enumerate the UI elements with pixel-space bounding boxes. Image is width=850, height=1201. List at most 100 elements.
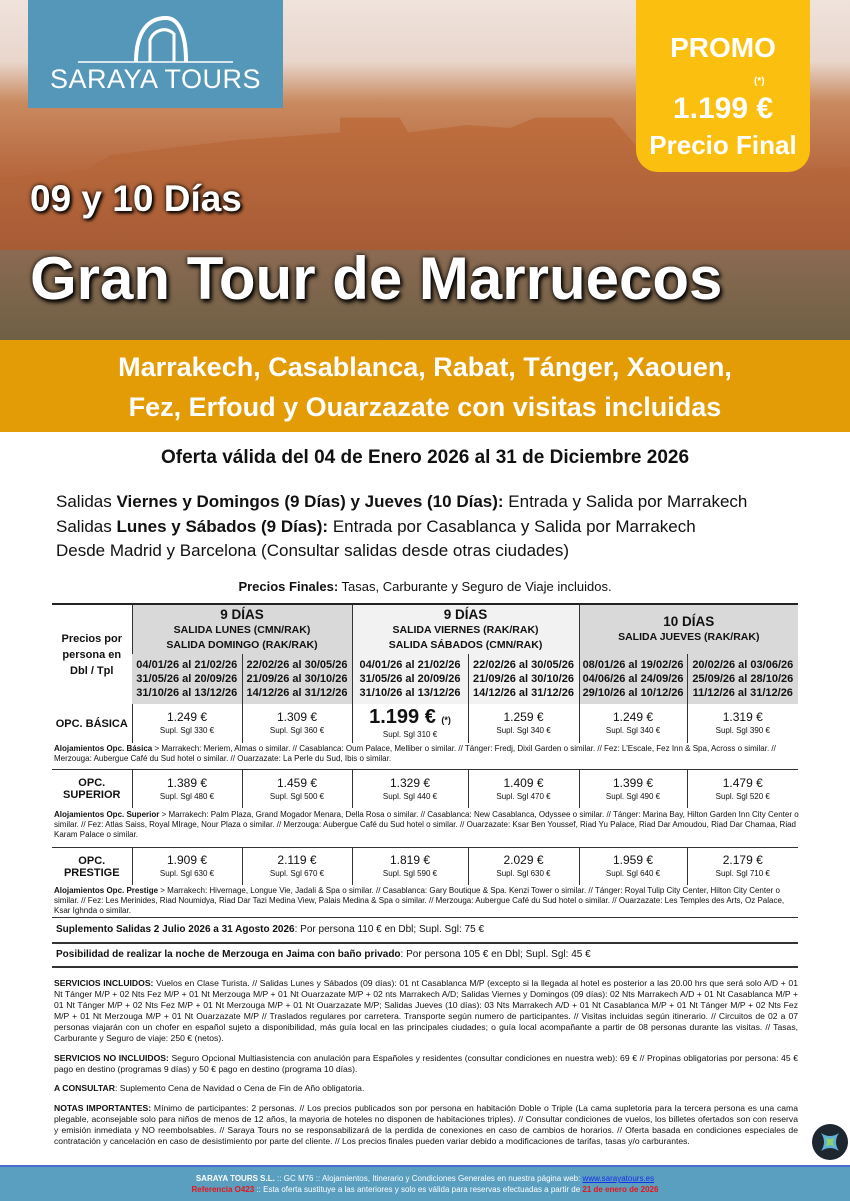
text-bold: A CONSULTAR <box>54 1083 115 1093</box>
divider <box>52 917 798 918</box>
price: 1.389 € <box>166 775 208 790</box>
text-bold: Suplemento Salidas 2 Julio 2026 a 31 Ago… <box>56 924 295 935</box>
text: : Por persona 110 € en Dbl; Supl. Sgl: 7… <box>294 924 485 935</box>
price-cell: 1.459 € Supl. Sgl 500 € <box>241 770 352 808</box>
departures-info: Salidas Viernes y Domingos (9 Días) y Ju… <box>56 490 747 564</box>
text: : Por persona 105 € en Dbl; Supl. Sgl: 4… <box>400 949 591 960</box>
accommodation-prestige: Alojamientos Opc. Prestige > Marrakech: … <box>54 886 800 916</box>
option-label: OPC. BÁSICA <box>55 717 128 730</box>
single-supplement: Supl. Sgl 340 € <box>605 726 661 735</box>
single-supplement: Supl. Sgl 500 € <box>269 791 325 801</box>
period-cell: 04/01/26 al 21/02/26 31/05/26 al 20/09/26… <box>132 654 242 704</box>
price: 1.319 € <box>722 710 763 724</box>
group-sub: SALIDA VIERNES (RAK/RAK) <box>392 623 539 636</box>
text: Entrada y Salida por Marrakech <box>503 492 748 511</box>
period-range: 04/01/26 al 21/02/26 <box>359 659 461 671</box>
to-consult: A CONSULTAR: Suplemento Cena de Navidad … <box>54 1083 798 1094</box>
single-supplement: Supl. Sgl 710 € <box>715 869 770 878</box>
divider <box>52 847 798 848</box>
price: 2.029 € <box>503 853 544 867</box>
website-link[interactable]: www.sarayatours.es <box>582 1174 655 1183</box>
single-supplement: Supl. Sgl 440 € <box>382 791 438 801</box>
period-range: 11/12/26 al 31/12/26 <box>692 687 793 699</box>
sparkle-app-icon[interactable] <box>812 1124 848 1160</box>
text: :: GC M76 :: Alojamientos, Itinerario y … <box>274 1174 583 1183</box>
period-range: 31/10/26 al 13/12/26 <box>359 687 461 699</box>
price: 1.409 € <box>503 775 544 790</box>
pharaoh-logo-icon <box>78 15 233 63</box>
price-cell: 1.959 € Supl. Sgl 640 € <box>578 848 687 885</box>
option-label: OPC. PRESTIGE <box>63 854 120 879</box>
prices-note: Precios Finales: Tasas, Carburante y Seg… <box>0 579 850 594</box>
single-supplement: Supl. Sgl 640 € <box>605 869 661 878</box>
period-range: 21/09/26 al 30/10/26 <box>473 673 574 685</box>
group-header: 9 DÍAS SALIDA LUNES (CMN/RAK) SALIDA DOMIN… <box>131 604 353 654</box>
single-supplement: Supl. Sgl 390 € <box>715 726 770 735</box>
valid-from-date: 21 de enero de 2026 <box>582 1185 659 1194</box>
price: 1.249 € <box>613 710 654 724</box>
period-cell: 20/02/26 al 03/06/26 25/09/26 al 28/10/26… <box>686 654 799 704</box>
price: 1.249 € <box>166 710 208 724</box>
option-row-prestige: OPC. PRESTIGE 1.909 € Supl. Sgl 630 € 2.119… <box>52 848 798 885</box>
price-cell: 1.479 € Supl. Sgl 520 € <box>686 770 798 808</box>
text-bold: Lunes y Sábados (9 Días): <box>116 516 329 536</box>
price-table-superior: OPC. SUPERIOR 1.389 € Supl. Sgl 480 €1.459… <box>52 770 798 808</box>
price: 1.459 € <box>276 775 318 790</box>
company-name: SARAYA TOURS S.L. <box>195 1174 275 1183</box>
price: 1.259 € <box>503 710 544 724</box>
jaima-option: Posibilidad de realizar la noche de Merz… <box>56 949 591 960</box>
period-range: 04/01/26 al 21/02/26 <box>136 659 238 671</box>
promo-price: 1.199 € <box>672 92 774 125</box>
services-included: SERVICIOS INCLUIDOS: Vuelos en Clase Tur… <box>54 978 798 1044</box>
departure-line: Salidas Viernes y Domingos (9 Días) y Ju… <box>56 490 747 515</box>
text: > Marrakech: Meriem, Almas o similar. //… <box>54 744 776 763</box>
period-range: 14/12/26 al 31/12/26 <box>246 687 348 699</box>
text-bold: SERVICIOS NO INCLUIDOS: <box>54 1053 169 1063</box>
price-cell: 1.409 € Supl. Sgl 470 € <box>467 770 579 808</box>
price-cell: 1.319 € Supl. Sgl 390 € <box>686 704 799 743</box>
single-supplement: Supl. Sgl 470 € <box>496 791 551 801</box>
saraya-tours-logo[interactable]: SARAYA TOURS <box>28 0 283 108</box>
price-cell: 1.309 € Supl. Sgl 360 € <box>241 704 353 743</box>
text-bold: Alojamientos Opc. Básica <box>54 744 153 753</box>
single-supplement: Supl. Sgl 490 € <box>605 791 661 801</box>
period-cell: 22/02/26 al 30/05/26 21/09/26 al 30/10/26… <box>241 654 353 704</box>
group-days: 9 DÍAS <box>443 606 488 622</box>
period-range: 31/05/26 al 20/09/26 <box>136 673 238 685</box>
text: :: Esta oferta sustituye a las anteriore… <box>254 1185 583 1194</box>
divider <box>52 769 798 770</box>
text: : Suplemento Cena de Navidad o Cena de F… <box>114 1083 365 1093</box>
price: 1.819 € <box>389 853 431 867</box>
option-row-superior: OPC. SUPERIOR 1.389 € Supl. Sgl 480 €1.459… <box>52 770 798 808</box>
periods-row: 04/01/26 al 21/02/26 31/05/26 al 20/09/26… <box>52 654 799 704</box>
text-bold: Alojamientos Opc. Superior <box>54 810 160 819</box>
price-cell: 1.259 € Supl. Sgl 340 € <box>467 704 580 743</box>
group-header: 9 DÍAS SALIDA VIERNES (RAK/RAK) SALIDA SÁB… <box>351 604 580 654</box>
price-table-prestige: OPC. PRESTIGE 1.909 € Supl. Sgl 630 € 2.119… <box>52 848 798 885</box>
price: 2.179 € <box>722 853 763 867</box>
period-range: 25/09/26 al 28/10/26 <box>692 673 794 685</box>
text-bold: Posibilidad de realizar la noche de Merz… <box>56 949 401 960</box>
single-supplement: Supl. Sgl 330 € <box>159 726 215 735</box>
group-days: 10 DÍAS <box>663 614 715 629</box>
price: 1.329 € <box>389 775 431 790</box>
text: Mínimo de participantes: 2 personas. // … <box>54 1103 798 1146</box>
single-supplement: Supl. Sgl 630 € <box>496 869 551 878</box>
price-cell: 1.249 € Supl. Sgl 340 € <box>578 704 688 743</box>
text: Entrada por Casablanca y Salida por Marr… <box>328 516 696 536</box>
footer-line-2: Referencia O423 :: Esta oferta sustituye… <box>0 1184 850 1195</box>
group-days: 9 DÍAS <box>220 606 264 622</box>
group-sub: SALIDA JUEVES (RAK/RAK) <box>618 631 760 643</box>
price-cell: 2.029 € Supl. Sgl 630 € <box>467 848 579 885</box>
price: 1.309 € <box>276 710 318 724</box>
period-range: 08/01/26 al 19/02/26 <box>582 659 684 671</box>
accommodation-superior: Alojamientos Opc. Superior > Marrakech: … <box>54 810 800 840</box>
single-supplement: Supl. Sgl 630 € <box>159 869 215 878</box>
text-bold: Precios Finales: <box>238 579 339 594</box>
single-supplement: Supl. Sgl 670 € <box>269 869 325 878</box>
period-range: 22/02/26 al 30/05/26 <box>473 659 574 671</box>
text-bold: Viernes y Domingos (9 Días) y Jueves (10… <box>116 492 504 511</box>
period-cell: 22/02/26 al 30/05/26 21/09/26 al 30/10/26… <box>467 654 580 704</box>
landscape-photo <box>0 250 850 340</box>
text: Desde Madrid y Barcelona (Consultar sali… <box>56 541 570 560</box>
